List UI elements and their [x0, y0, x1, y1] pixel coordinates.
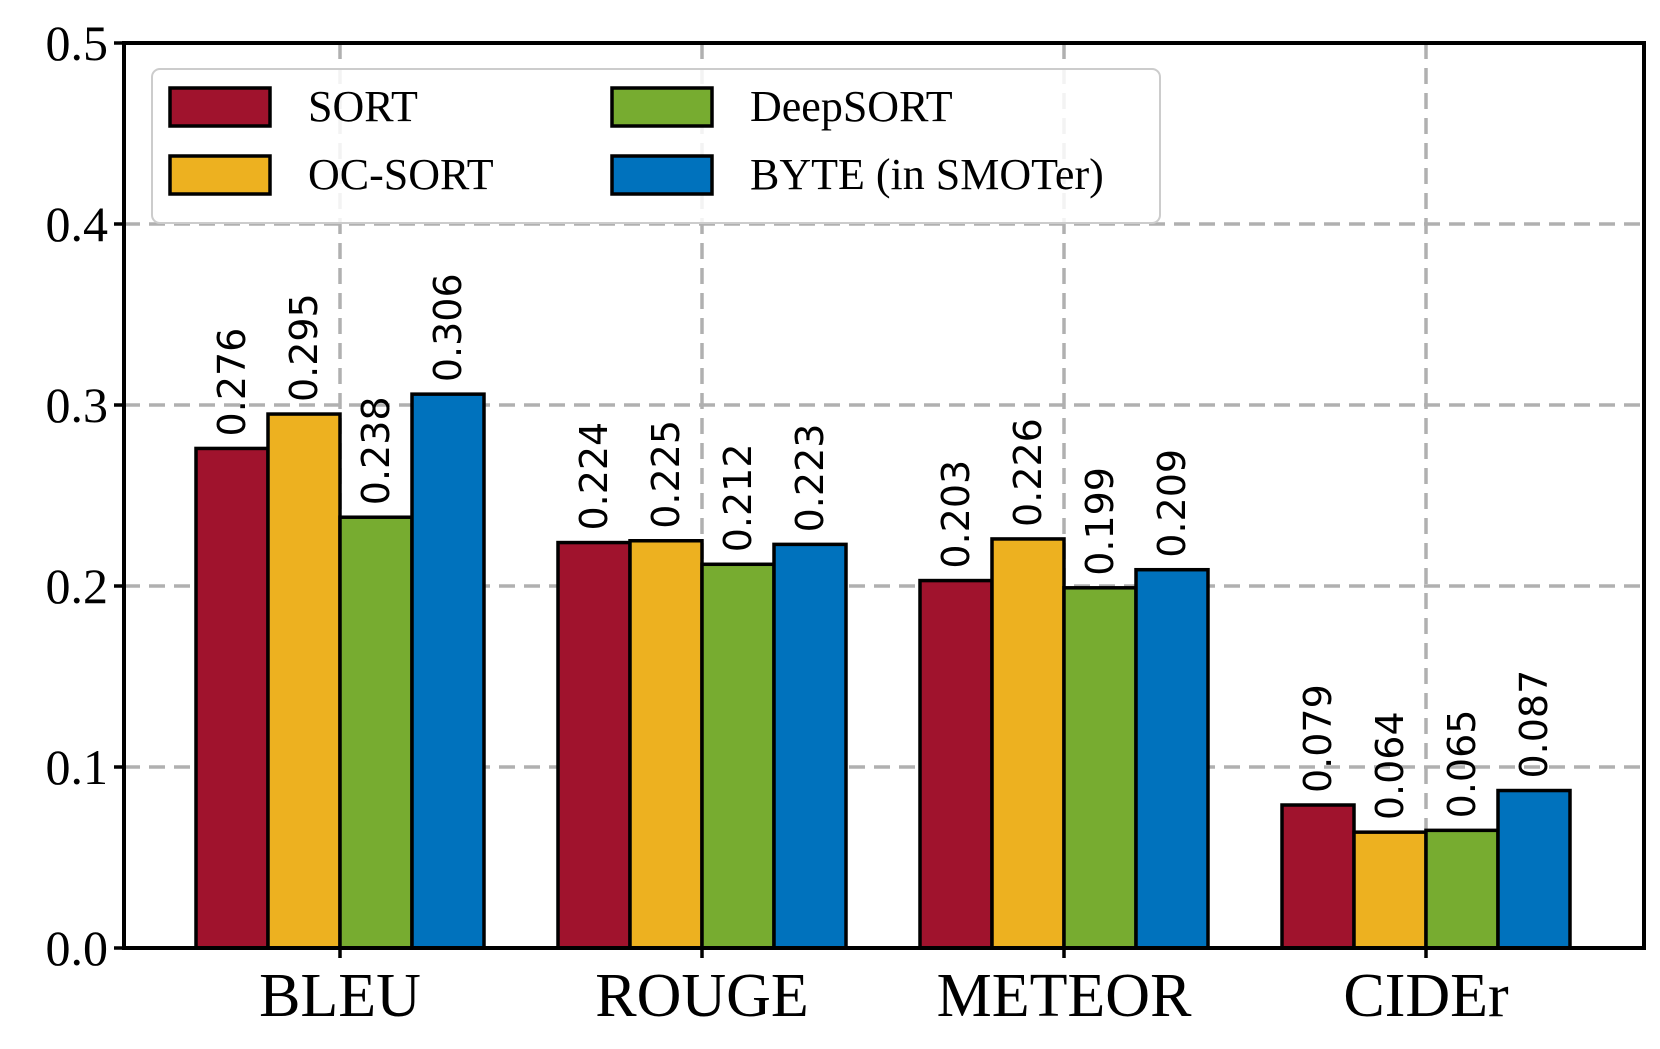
legend-label: OC-SORT — [308, 150, 494, 199]
y-axis: 0.0 0.1 0.2 0.3 0.4 0.5 — [46, 15, 124, 976]
bar-sort-meteor — [918, 578, 994, 950]
bar-byte-in-smoter--meteor — [1134, 567, 1210, 950]
legend-swatch — [610, 154, 714, 196]
bar-sort-bleu — [194, 446, 270, 950]
bar-sort-rouge — [556, 540, 632, 950]
legend: SORT OC-SORT DeepSORT BYTE (in SMOTer) — [151, 68, 1161, 224]
bar-value-label: 0.203 — [934, 460, 978, 569]
bar-value-label: 0.225 — [644, 420, 688, 529]
bar-byte-in-smoter--bleu — [410, 392, 486, 950]
bar-oc-sort-cider — [1352, 830, 1428, 950]
bar-value-label: 0.223 — [788, 424, 832, 533]
bar-value-label: 0.079 — [1296, 684, 1340, 793]
bar-value-label: 0.065 — [1440, 710, 1484, 819]
bar-value-label: 0.226 — [1006, 418, 1050, 527]
legend-label: BYTE (in SMOTer) — [750, 150, 1104, 199]
bar-oc-sort-rouge — [628, 539, 704, 950]
bar-value-label: 0.224 — [572, 422, 616, 531]
bar-oc-sort-bleu — [266, 412, 342, 950]
legend-swatch — [610, 86, 714, 128]
bar-oc-sort-meteor — [990, 537, 1066, 950]
y-tick-label: 0.5 — [46, 15, 109, 71]
bar-sort-cider — [1280, 803, 1356, 950]
bar-byte-in-smoter--rouge — [772, 542, 848, 950]
x-tick-label: BLEU — [259, 962, 421, 1030]
bars — [194, 392, 1572, 950]
bar-value-label: 0.295 — [282, 293, 326, 402]
x-tick-label: METEOR — [937, 962, 1193, 1030]
bar-value-label: 0.276 — [210, 328, 254, 437]
bar-value-label: 0.238 — [354, 396, 398, 505]
plot-frame — [122, 41, 1646, 950]
legend-label: SORT — [308, 82, 418, 131]
y-tick-label: 0.1 — [46, 739, 109, 795]
y-tick-label: 0.4 — [46, 196, 109, 252]
bar-value-label: 0.199 — [1078, 467, 1122, 576]
legend-swatch — [168, 86, 272, 128]
x-axis: BLEU ROUGE METEOR CIDEr — [259, 948, 1509, 1030]
legend-label: DeepSORT — [750, 82, 953, 131]
legend-box — [151, 68, 1161, 224]
legend-swatch — [168, 154, 272, 196]
bar-value-labels: 0.276 0.224 0.203 0.079 0.295 0.225 0.226 0.064… — [210, 273, 1556, 820]
bar-deepsort-bleu — [338, 515, 414, 950]
y-tick-label: 0.3 — [46, 377, 109, 433]
bar-deepsort-rouge — [700, 562, 776, 950]
y-tick-label: 0.2 — [46, 558, 109, 614]
x-tick-label: CIDEr — [1343, 962, 1509, 1030]
bar-deepsort-cider — [1424, 828, 1500, 950]
bar-value-label: 0.064 — [1368, 711, 1412, 820]
x-tick-label: ROUGE — [595, 962, 809, 1030]
bar-value-label: 0.306 — [426, 273, 470, 382]
y-tick-label: 0.0 — [46, 920, 109, 976]
bar-byte-in-smoter--cider — [1496, 788, 1572, 950]
bar-deepsort-meteor — [1062, 586, 1138, 950]
bar-value-label: 0.212 — [716, 443, 760, 552]
bar-value-label: 0.209 — [1150, 449, 1194, 558]
bar-value-label: 0.087 — [1512, 670, 1556, 779]
